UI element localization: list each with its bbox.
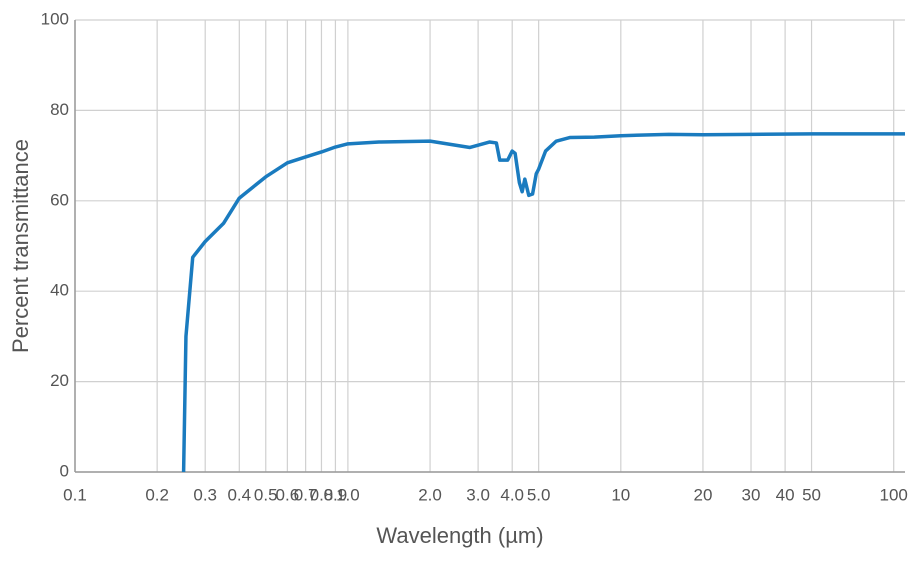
y-tick-label: 100 [41,9,69,28]
y-tick-label: 60 [50,190,69,209]
x-tick-label: 50 [802,485,821,504]
x-tick-label: 40 [776,485,795,504]
x-tick-label: 0.1 [63,485,87,504]
x-tick-label: 10 [611,485,630,504]
x-tick-label: 2.0 [418,485,442,504]
x-tick-label: 100 [880,485,908,504]
x-tick-label: 3.0 [466,485,490,504]
data-line [181,132,905,473]
x-tick-label: 5.0 [527,485,551,504]
x-tick-label: 0.2 [145,485,169,504]
x-tick-label: 1.0 [336,485,360,504]
x-tick-label: 0.8 [310,485,334,504]
y-tick-label: 20 [50,371,69,390]
x-tick-label: 0.6 [276,485,300,504]
x-tick-label: 0.4 [227,485,251,504]
y-tick-label: 0 [60,461,69,480]
x-axis-label: Wavelength (µm) [376,523,543,548]
y-tick-label: 80 [50,100,69,119]
y-axis-label: Percent transmittance [8,139,33,353]
x-tick-label: 0.5 [254,485,278,504]
y-tick-label: 40 [50,281,69,300]
x-tick-label: 4.0 [500,485,524,504]
x-tick-label: 20 [693,485,712,504]
x-tick-label: 30 [742,485,761,504]
x-tick-label: 0.7 [294,485,318,504]
x-tick-label: 0.9 [324,485,348,504]
x-tick-label: 0.3 [193,485,217,504]
